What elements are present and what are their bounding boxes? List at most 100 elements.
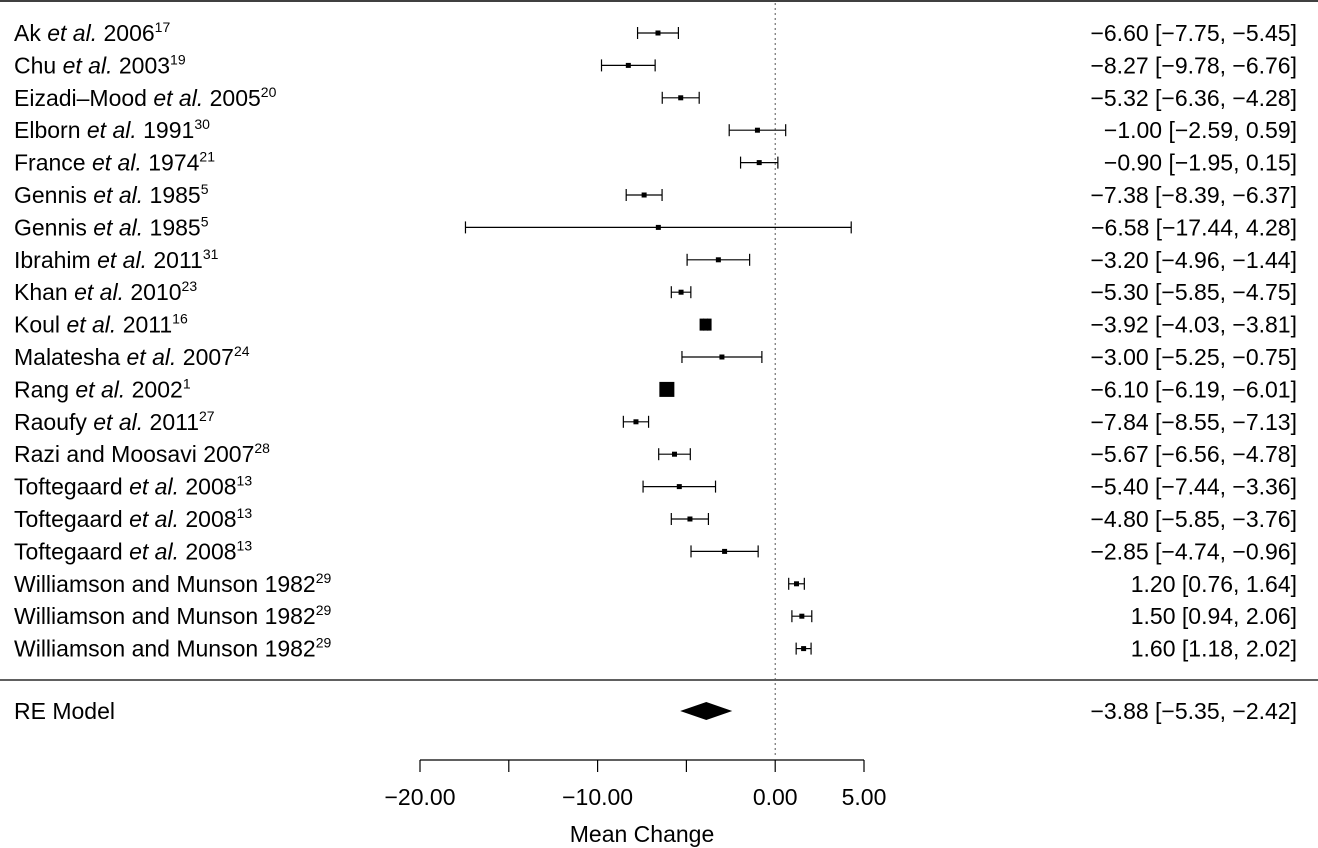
study-year: 2010 — [130, 279, 181, 305]
study-reference: 24 — [234, 343, 250, 359]
study-reference: 17 — [155, 19, 171, 35]
study-reference: 20 — [261, 84, 277, 100]
study-author: Rang — [14, 376, 75, 402]
study-author: Chu — [14, 52, 63, 78]
study-reference: 29 — [316, 602, 332, 618]
study-year: 2008 — [185, 506, 236, 532]
study-label: Toftegaard et al. 200813 — [14, 505, 252, 532]
study-author: Williamson and Munson — [14, 571, 265, 597]
summary-row: RE Model −3.88 [−5.35, −2.42] — [14, 698, 1297, 724]
point-estimate — [687, 516, 693, 522]
study-author: Raoufy — [14, 409, 93, 435]
study-label: Rang et al. 20021 — [14, 375, 191, 402]
study-row: Ibrahim et al. 201131 −3.20 [−4.96, −1.44… — [14, 246, 1297, 273]
study-label: France et al. 197421 — [14, 149, 215, 176]
study-reference: 28 — [254, 440, 270, 456]
ci-text: −4.80 [−5.85, −3.76] — [1090, 506, 1297, 532]
study-label: Ak et al. 200617 — [14, 19, 170, 46]
study-etal: et al. — [127, 344, 183, 370]
study-year: 1982 — [265, 603, 316, 629]
point-estimate — [676, 484, 682, 490]
ci-text: −5.40 [−7.44, −3.36] — [1090, 474, 1297, 500]
study-author: Koul — [14, 312, 66, 338]
x-axis-label: Mean Change — [570, 821, 715, 847]
study-author: Razi and Moosavi — [14, 441, 203, 467]
ci-text: −0.90 [−1.95, 0.15] — [1104, 150, 1297, 176]
study-label: Eizadi–Mood et al. 200520 — [14, 84, 277, 111]
point-estimate — [799, 613, 805, 619]
point-estimate — [655, 224, 661, 230]
tick-label: −20.00 — [385, 784, 456, 810]
study-year: 1982 — [265, 636, 316, 662]
point-estimate — [715, 257, 721, 263]
study-reference: 13 — [237, 473, 253, 489]
study-year: 2011 — [150, 409, 199, 435]
study-year: 2007 — [203, 441, 254, 467]
study-row: Chu et al. 200319 −8.27 [−9.78, −6.76] — [14, 51, 1297, 78]
study-author: Gennis — [14, 214, 93, 240]
study-row: France et al. 197421 −0.90 [−1.95, 0.15] — [14, 149, 1297, 176]
study-reference: 29 — [316, 570, 332, 586]
point-estimate — [625, 62, 631, 68]
study-rows: Ak et al. 200617 −6.60 [−7.75, −5.45] Chu … — [14, 19, 1297, 662]
study-reference: 1 — [183, 375, 191, 391]
tick-label: −10.00 — [562, 784, 633, 810]
point-estimate — [794, 581, 800, 587]
study-row: Eizadi–Mood et al. 200520 −5.32 [−6.36, −… — [14, 84, 1297, 111]
study-author: Malatesha — [14, 344, 127, 370]
study-author: France — [14, 150, 92, 176]
tick-label: 0.00 — [753, 784, 798, 810]
study-etal: et al. — [93, 409, 149, 435]
study-label: Ibrahim et al. 201131 — [14, 246, 219, 273]
x-axis: −20.00 −10.00 0.00 5.00 Mean Change — [385, 759, 886, 847]
study-year: 2007 — [183, 344, 234, 370]
ci-text: −3.00 [−5.25, −0.75] — [1090, 344, 1297, 370]
point-estimate — [699, 318, 712, 331]
study-row: Gennis et al. 19855 −7.38 [−8.39, −6.37] — [14, 181, 1297, 208]
study-year: 1985 — [150, 182, 201, 208]
summary-ci-text: −3.88 [−5.35, −2.42] — [1090, 698, 1297, 724]
study-author: Toftegaard — [14, 474, 129, 500]
study-reference: 29 — [316, 635, 332, 651]
ci-text: −5.32 [−6.36, −4.28] — [1090, 85, 1297, 111]
study-etal: et al. — [66, 312, 122, 338]
ci-text: −8.27 [−9.78, −6.76] — [1090, 52, 1297, 78]
study-reference: 5 — [201, 181, 209, 197]
study-etal: et al. — [97, 247, 153, 273]
study-author: Elborn — [14, 117, 87, 143]
study-label: Gennis et al. 19855 — [14, 181, 209, 208]
study-author: Eizadi–Mood — [14, 85, 153, 111]
study-label: Elborn et al. 199130 — [14, 116, 210, 143]
summary-diamond — [680, 702, 733, 720]
study-label: Toftegaard et al. 200813 — [14, 473, 252, 500]
study-reference: 19 — [170, 51, 186, 67]
ci-text: −2.85 [−4.74, −0.96] — [1090, 538, 1297, 564]
study-row: Toftegaard et al. 200813 −2.85 [−4.74, −0… — [14, 537, 1297, 564]
study-reference: 13 — [237, 537, 253, 553]
ci-text: −6.10 [−6.19, −6.01] — [1090, 376, 1297, 402]
study-row: Ak et al. 200617 −6.60 [−7.75, −5.45] — [14, 19, 1297, 46]
study-etal: et al. — [153, 85, 209, 111]
ci-text: −6.58 [−17.44, 4.28] — [1091, 214, 1297, 240]
point-estimate — [801, 646, 807, 652]
study-author: Ibrahim — [14, 247, 97, 273]
study-label: Chu et al. 200319 — [14, 51, 186, 78]
ci-text: −3.92 [−4.03, −3.81] — [1090, 312, 1297, 338]
study-row: Toftegaard et al. 200813 −5.40 [−7.44, −3… — [14, 473, 1297, 500]
study-label: Williamson and Munson 198229 — [14, 635, 332, 662]
point-estimate — [641, 192, 647, 198]
study-etal: et al. — [47, 20, 103, 46]
study-label: Williamson and Munson 198229 — [14, 570, 332, 597]
ci-text: −5.30 [−5.85, −4.75] — [1090, 279, 1297, 305]
study-year: 2008 — [185, 474, 236, 500]
study-year: 2008 — [185, 538, 236, 564]
study-label: Razi and Moosavi 200728 — [14, 440, 270, 467]
study-row: Raoufy et al. 201127 −7.84 [−8.55, −7.13] — [14, 408, 1297, 435]
ci-text: −5.67 [−6.56, −4.78] — [1090, 441, 1297, 467]
study-author: Khan — [14, 279, 74, 305]
study-year: 2005 — [210, 85, 261, 111]
study-author: Ak — [14, 20, 47, 46]
point-estimate — [678, 95, 684, 101]
study-year: 2011 — [123, 312, 172, 338]
